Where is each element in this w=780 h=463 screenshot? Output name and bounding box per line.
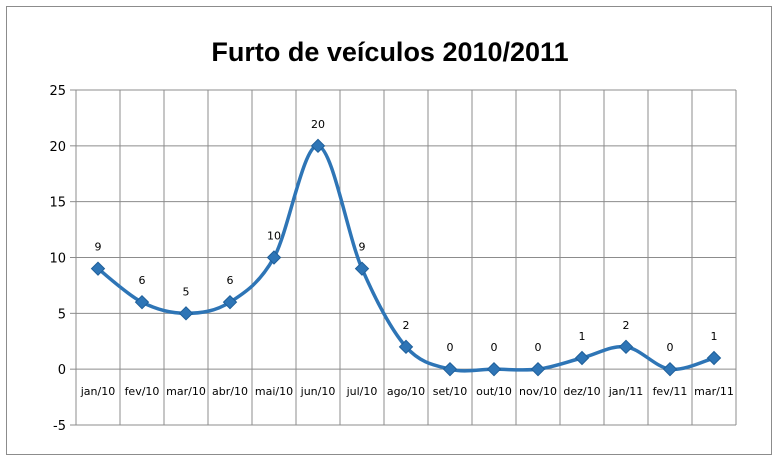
data-point-marker [618, 339, 634, 355]
data-point-marker [530, 361, 546, 377]
chart-title: Furto de veículos 2010/2011 [211, 37, 568, 67]
x-tick-label: dez/10 [563, 385, 600, 398]
x-tick-label: jul/10 [346, 385, 378, 398]
data-label: 0 [491, 341, 498, 354]
y-axis-ticks: -5 0 5 10 15 20 25 [49, 84, 66, 434]
x-tick-label: jun/10 [300, 385, 336, 398]
data-label: 0 [447, 341, 454, 354]
data-label: 5 [183, 285, 190, 298]
data-point-marker [354, 261, 370, 276]
x-tick-label: jan/10 [80, 385, 115, 398]
x-tick-label: fev/10 [125, 385, 160, 398]
y-tick-label: 25 [49, 84, 66, 99]
x-tick-label: out/10 [476, 385, 512, 398]
data-label: 0 [535, 341, 542, 354]
data-point-marker [398, 339, 414, 355]
chart-frame [6, 6, 772, 455]
y-tick-label: 0 [58, 363, 66, 378]
data-label: 0 [667, 341, 674, 354]
chart-grid [70, 89, 737, 426]
data-point-marker [486, 361, 502, 377]
x-tick-label: mar/11 [694, 385, 734, 398]
x-axis-categories: jan/10 fev/10 mar/10 abr/10 mai/10 jun/10 jul/… [80, 385, 734, 398]
data-label: 2 [403, 319, 410, 332]
data-point-marker [134, 294, 150, 310]
data-point-marker [178, 306, 194, 321]
data-point-marker [662, 361, 678, 377]
data-label: 9 [95, 241, 102, 254]
x-tick-label: nov/10 [519, 385, 557, 398]
data-label: 20 [311, 118, 325, 131]
series-line [96, 144, 715, 373]
y-tick-label: 5 [58, 307, 66, 322]
y-tick-label: 15 [49, 196, 66, 211]
data-label: 6 [227, 274, 234, 287]
x-tick-label: jan/11 [608, 385, 643, 398]
data-point-marker [266, 250, 282, 265]
data-label: 2 [623, 319, 630, 332]
x-tick-label: ago/10 [387, 385, 425, 398]
data-point-marker [90, 261, 106, 276]
data-label: 1 [579, 330, 586, 343]
x-tick-label: abr/10 [212, 385, 248, 398]
data-point-marker [574, 350, 590, 366]
x-tick-label: set/10 [433, 385, 468, 398]
data-label: 9 [359, 241, 366, 254]
x-tick-label: mai/10 [255, 385, 293, 398]
y-tick-label: 10 [49, 252, 66, 267]
data-point-marker [442, 361, 458, 377]
data-point-marker [222, 294, 238, 310]
data-point-marker [706, 350, 722, 366]
y-tick-label: -5 [53, 419, 66, 434]
y-tick-label: 20 [49, 140, 66, 155]
x-tick-label: fev/11 [653, 385, 688, 398]
data-label: 1 [711, 330, 718, 343]
data-point-marker [310, 138, 326, 154]
data-label: 6 [139, 274, 146, 287]
series-markers [90, 138, 722, 377]
x-tick-label: mar/10 [166, 385, 206, 398]
data-label: 10 [267, 230, 281, 243]
